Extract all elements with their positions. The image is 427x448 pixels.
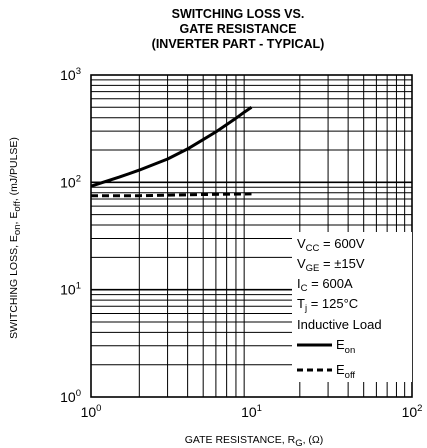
y-axis-label: SWITCHING LOSS, Eon, Eoff, (mJ/PULSE) [8, 137, 23, 339]
tick-labels: 100 101 102 100 101 102 103 [60, 66, 422, 420]
x-tick-label: 102 [402, 403, 423, 420]
legend-condition-vge: VGE = ±15V [297, 256, 365, 274]
x-axis-label: GATE RESISTANCE, RG, (Ω) [185, 434, 324, 448]
legend-condition-load: Inductive Load [297, 317, 382, 332]
y-tick-label: 103 [60, 66, 81, 83]
chart-title-line-1: SWITCHING LOSS VS. [172, 7, 305, 21]
y-tick-label: 101 [60, 281, 81, 298]
x-tick-label: 101 [241, 403, 262, 420]
legend-condition-vcc: VCC = 600V [297, 236, 365, 254]
legend-label-eoff: Eoff [336, 362, 355, 381]
y-tick-label: 102 [60, 173, 81, 190]
legend-label-eon: Eon [336, 337, 355, 356]
y-tick-label: 100 [60, 388, 81, 405]
x-tick-label: 100 [81, 403, 102, 420]
legend: VCC = 600V VGE = ±15V IC = 600A Tj = 125… [292, 232, 412, 382]
legend-condition-tj: Tj = 125°C [297, 296, 358, 314]
series-line-eoff [91, 192, 252, 198]
legend-background [292, 232, 412, 382]
series-lines [90, 106, 253, 198]
chart-title-line-2: GATE RESISTANCE [180, 22, 297, 36]
legend-condition-ic: IC = 600A [297, 276, 353, 294]
chart-title-line-3: (INVERTER PART - TYPICAL) [152, 37, 325, 51]
series-line-eon [90, 106, 253, 188]
